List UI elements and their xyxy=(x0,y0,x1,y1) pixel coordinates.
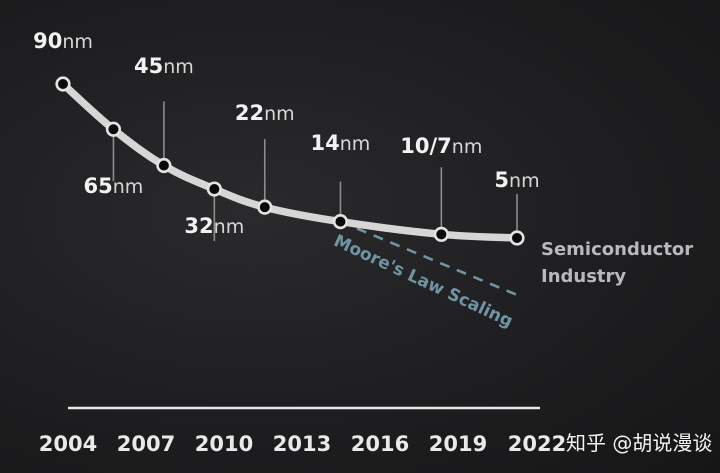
node-label-unit: nm xyxy=(509,170,540,192)
marker-2004 xyxy=(55,76,71,92)
marker-2012 xyxy=(257,199,273,215)
node-label-value: 10/7 xyxy=(400,134,452,158)
node-label-unit: nm xyxy=(340,133,371,155)
node-label-value: 65 xyxy=(84,174,113,198)
marker-2019 xyxy=(433,226,449,242)
node-label-value: 22 xyxy=(235,101,264,125)
moores-law-scaling-label: Moore's Law Scaling xyxy=(330,231,515,332)
node-label-2022: 5nm xyxy=(494,168,539,192)
node-label-2019: 10/7nm xyxy=(400,134,482,158)
node-label-value: 90 xyxy=(33,29,62,53)
node-label-2008: 45nm xyxy=(134,54,194,78)
marker-2006 xyxy=(105,121,122,137)
node-label-2015: 14nm xyxy=(311,131,371,155)
data-markers xyxy=(55,76,525,246)
node-label-unit: nm xyxy=(62,31,93,53)
node-label-2010: 32nm xyxy=(184,214,244,238)
series-label-line-1: Semiconductor xyxy=(541,239,693,260)
x-axis-ticks: 2004 2007 2010 2013 2016 2019 2022 xyxy=(39,432,566,456)
node-label-unit: nm xyxy=(163,56,194,78)
node-label-unit: nm xyxy=(452,136,483,158)
marker-2010 xyxy=(206,181,222,197)
node-label-unit: nm xyxy=(214,216,245,238)
semiconductor-industry-label: Semiconductor Industry xyxy=(541,239,699,287)
x-tick-2007: 2007 xyxy=(117,432,175,456)
node-label-value: 14 xyxy=(311,131,340,155)
series-label-line-2: Industry xyxy=(541,266,626,287)
node-label-2012: 22nm xyxy=(235,101,295,125)
marker-2022 xyxy=(509,230,525,246)
node-label-unit: nm xyxy=(113,176,144,198)
watermark: 知乎 @胡说漫谈 xyxy=(566,431,713,455)
marker-2015 xyxy=(332,214,349,230)
x-tick-2013: 2013 xyxy=(273,432,331,456)
x-tick-2010: 2010 xyxy=(195,432,253,456)
moores-law-scaling-line xyxy=(339,220,523,299)
x-tick-2016: 2016 xyxy=(351,432,409,456)
x-tick-2004: 2004 xyxy=(39,432,97,456)
x-tick-2019: 2019 xyxy=(429,432,487,456)
marker-2008 xyxy=(156,157,172,174)
node-label-2006: 65nm xyxy=(84,174,144,198)
node-label-2004: 90nm xyxy=(33,29,93,53)
node-label-value: 5 xyxy=(494,168,509,192)
node-label-value: 32 xyxy=(184,214,213,238)
x-tick-2022: 2022 xyxy=(508,432,566,456)
node-label-unit: nm xyxy=(264,103,295,125)
node-label-value: 45 xyxy=(134,54,163,78)
